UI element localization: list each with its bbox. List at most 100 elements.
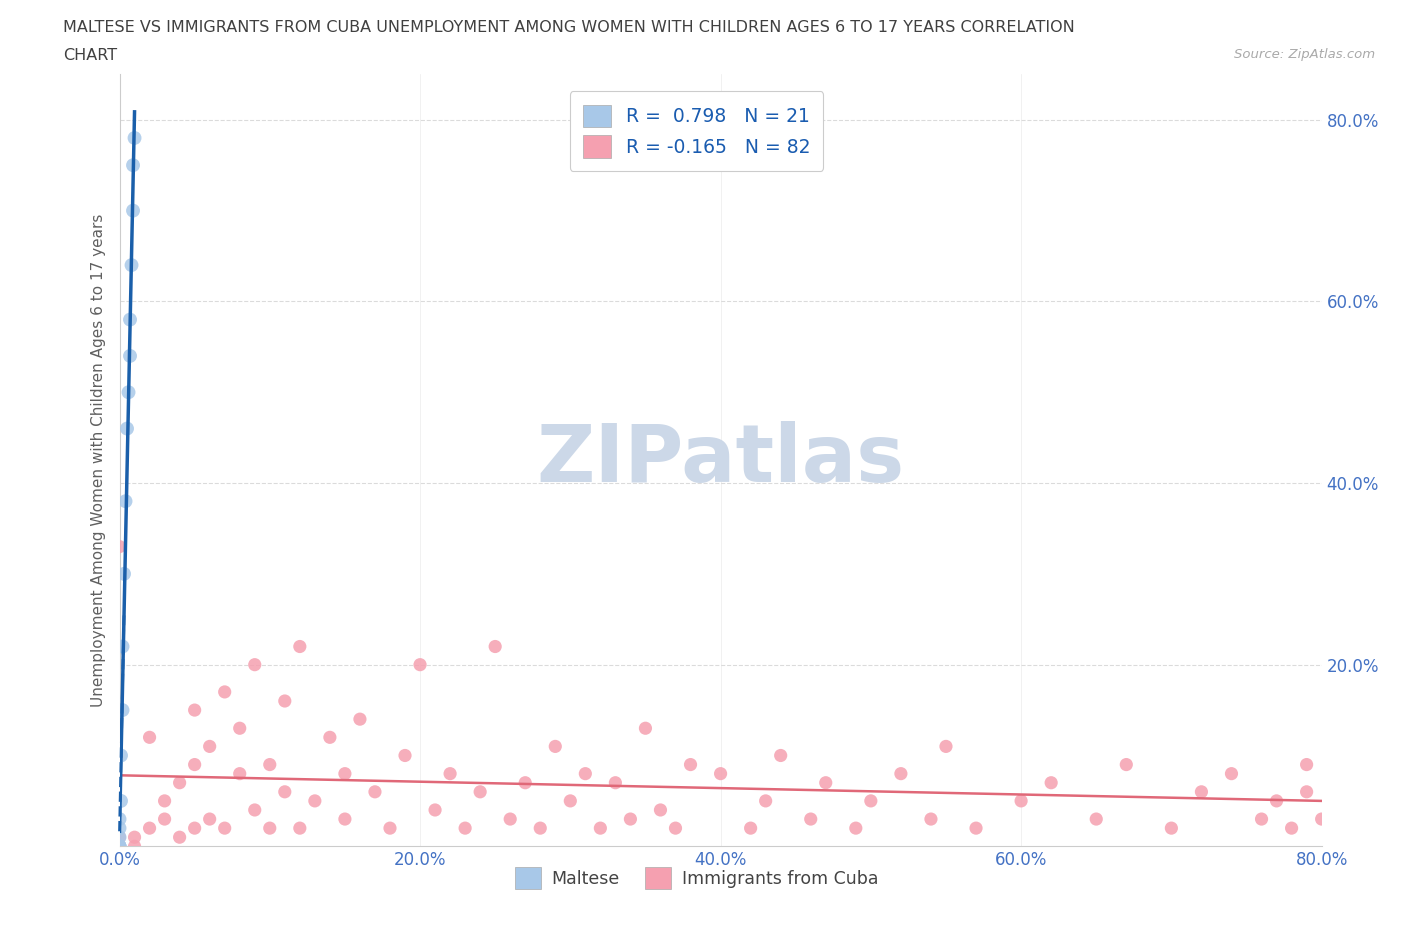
Point (1189, 784, 1212, 799)
Point (121, 258, 143, 272)
Point (108, 812, 131, 827)
Point (124, 830, 146, 844)
Point (274, 694, 297, 709)
Point (138, 730, 160, 745)
Point (108, 839, 131, 854)
Point (108, 839, 131, 854)
Point (499, 812, 522, 827)
Point (108, 839, 131, 854)
Point (183, 757, 205, 772)
Point (333, 766, 356, 781)
Point (1115, 757, 1137, 772)
Point (544, 739, 567, 754)
Point (560, 793, 582, 808)
Point (112, 566, 135, 581)
Point (800, 812, 823, 827)
Point (214, 684, 236, 699)
Point (274, 784, 297, 799)
Legend: Maltese, Immigrants from Cuba: Maltese, Immigrants from Cuba (508, 860, 886, 896)
Point (259, 757, 281, 772)
Point (1281, 820, 1303, 835)
Point (378, 820, 401, 835)
Point (138, 820, 160, 835)
Point (228, 766, 252, 781)
Point (755, 793, 778, 808)
Point (108, 539, 131, 554)
Point (634, 721, 657, 736)
Point (111, 703, 134, 718)
Text: MALTESE VS IMMIGRANTS FROM CUBA UNEMPLOYMENT AMONG WOMEN WITH CHILDREN AGES 6 TO: MALTESE VS IMMIGRANTS FROM CUBA UNEMPLOY… (63, 20, 1076, 35)
Point (183, 820, 205, 835)
Point (198, 812, 221, 827)
Point (935, 739, 957, 754)
Point (108, 839, 131, 854)
Point (814, 776, 837, 790)
Point (589, 820, 612, 835)
Point (423, 803, 446, 817)
Point (859, 793, 882, 808)
Point (619, 812, 641, 827)
Point (409, 658, 432, 672)
Point (243, 658, 266, 672)
Point (349, 711, 371, 726)
Point (1295, 757, 1317, 772)
Point (228, 721, 252, 736)
Point (1010, 793, 1032, 808)
Text: Source: ZipAtlas.com: Source: ZipAtlas.com (1234, 48, 1375, 61)
Point (1265, 793, 1288, 808)
Point (108, 839, 131, 854)
Point (1295, 784, 1317, 799)
Text: CHART: CHART (63, 48, 117, 63)
Point (110, 748, 132, 763)
Point (709, 766, 731, 781)
Point (108, 820, 131, 835)
Point (259, 820, 281, 835)
Point (769, 748, 792, 763)
Point (319, 730, 342, 745)
Point (198, 739, 221, 754)
Point (122, 158, 145, 173)
Point (117, 385, 139, 400)
Point (1220, 766, 1243, 781)
Point (114, 494, 136, 509)
Point (529, 820, 551, 835)
Point (845, 820, 868, 835)
Point (124, 839, 146, 854)
Point (920, 812, 942, 827)
Point (650, 803, 672, 817)
Point (468, 784, 492, 799)
Point (304, 793, 326, 808)
Point (183, 703, 205, 718)
Point (288, 639, 311, 654)
Point (124, 130, 146, 145)
Point (118, 312, 141, 327)
Point (288, 820, 311, 835)
Point (484, 639, 506, 654)
Point (574, 766, 596, 781)
Point (439, 766, 461, 781)
Point (679, 757, 702, 772)
Point (605, 776, 627, 790)
Point (1160, 820, 1182, 835)
Point (108, 839, 131, 854)
Point (153, 812, 176, 827)
Point (1040, 776, 1063, 790)
Point (169, 830, 191, 844)
Point (214, 820, 236, 835)
Point (115, 421, 138, 436)
Point (169, 776, 191, 790)
Point (108, 830, 131, 844)
Point (122, 203, 145, 218)
Point (333, 812, 356, 827)
Point (1085, 812, 1108, 827)
Point (515, 776, 537, 790)
Point (111, 639, 134, 654)
Point (108, 830, 131, 844)
Point (364, 784, 387, 799)
Point (454, 820, 477, 835)
Text: ZIPatlas: ZIPatlas (537, 421, 904, 499)
Point (108, 839, 131, 854)
Point (110, 793, 132, 808)
Point (118, 349, 141, 364)
Y-axis label: Unemployment Among Women with Children Ages 6 to 17 years: Unemployment Among Women with Children A… (90, 214, 105, 707)
